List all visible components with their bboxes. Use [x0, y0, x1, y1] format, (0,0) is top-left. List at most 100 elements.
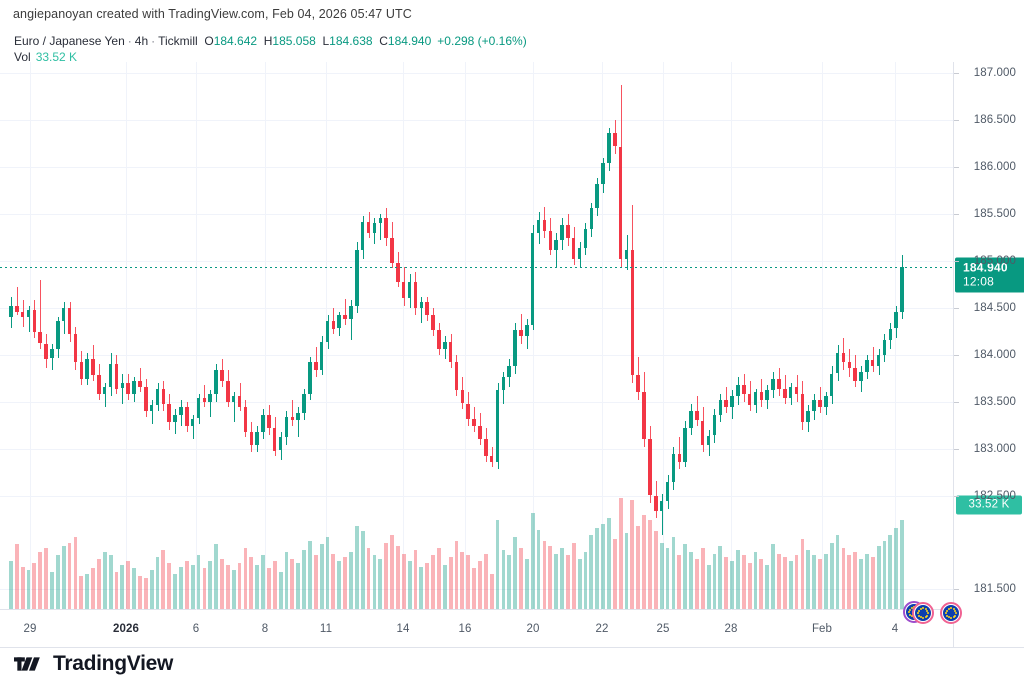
volume-bar	[835, 535, 840, 609]
volume-bar	[894, 527, 899, 609]
vertical-gridline	[126, 62, 127, 610]
candle-body	[167, 403, 171, 423]
candle-body	[853, 367, 857, 381]
eu-flag-star	[924, 607, 927, 610]
volume-bar	[190, 564, 195, 609]
candle-body	[824, 396, 828, 408]
candle-body	[571, 238, 576, 259]
volume-bar	[800, 538, 805, 609]
volume-bar	[618, 498, 623, 609]
price-axis-tick-mark	[954, 260, 959, 262]
candle-wick	[873, 347, 874, 372]
volume-bar	[513, 536, 518, 609]
price-axis-tick: 183.500	[973, 395, 1016, 408]
volume-bar	[870, 557, 875, 609]
candle-body	[542, 219, 547, 231]
legend-interval[interactable]: 4h	[134, 34, 149, 48]
price-axis-tick: 185.500	[973, 208, 1016, 220]
volume-bar	[425, 562, 430, 609]
volume-bar	[771, 544, 776, 609]
candle-body	[343, 315, 347, 320]
candle-body	[126, 382, 130, 395]
candle-body	[237, 396, 242, 408]
volume-bar	[343, 557, 348, 609]
candle-wick	[298, 407, 299, 438]
candle-body	[38, 332, 42, 344]
legend-symbol[interactable]: Euro / Japanese Yen	[14, 34, 125, 48]
volume-bar	[20, 567, 25, 609]
eu-flag-star	[922, 607, 924, 609]
eu-flag-star	[926, 614, 929, 617]
volume-bar	[108, 555, 113, 609]
volume-bar	[876, 546, 881, 609]
legend-low-value: 184.638	[329, 34, 373, 48]
volume-bar	[308, 540, 312, 609]
volume-bar	[624, 533, 629, 609]
candle-wick	[662, 493, 663, 535]
volume-bar	[231, 570, 236, 609]
candle-wick	[210, 390, 211, 417]
candle-wick	[380, 214, 381, 241]
volume-series	[0, 62, 953, 609]
time-axis-tick: 6	[192, 623, 200, 635]
volume-bar	[296, 562, 301, 609]
time-axis[interactable]: 29 2026 6 8 11 14 16 20 22 25 28 Feb 4	[0, 610, 953, 648]
candle-body	[648, 439, 652, 496]
eu-flag-star	[952, 607, 955, 610]
volume-bar	[173, 573, 178, 609]
vertical-gridline	[465, 62, 466, 610]
legend-exchange: Tickmill	[158, 34, 198, 48]
horizontal-gridline	[0, 354, 953, 356]
candle-body	[835, 352, 840, 374]
candle-body	[413, 281, 418, 308]
legend-ohlc-row: Euro / Japanese Yen · 4h · Tickmill O184.642…	[14, 33, 527, 49]
vertical-gridline	[731, 62, 732, 610]
candle-body	[419, 302, 424, 308]
volume-bar	[372, 555, 377, 609]
candle-body	[179, 407, 183, 415]
candle-body	[9, 306, 13, 318]
candle-body	[378, 217, 383, 224]
legend-high-value: 185.058	[272, 34, 316, 48]
candle-body	[284, 416, 289, 438]
volume-bar	[571, 542, 576, 609]
candle-body	[577, 247, 582, 260]
candle-body	[642, 392, 646, 440]
eu-flag-icon	[915, 605, 931, 621]
candle-body	[255, 431, 259, 445]
chart-plot-area[interactable]	[0, 62, 953, 610]
volume-bar	[44, 548, 49, 609]
volume-bar	[419, 566, 424, 609]
candle-body	[296, 412, 300, 421]
eu-flag-star	[947, 607, 950, 610]
candle-body	[613, 133, 617, 147]
eu-economic-event-marker[interactable]	[912, 602, 934, 624]
volume-bar	[38, 551, 43, 609]
candle-body	[859, 371, 863, 382]
candle-body	[44, 343, 48, 359]
candle-body	[331, 321, 336, 329]
volume-bar	[366, 548, 371, 609]
time-axis-tick: Feb	[811, 623, 833, 635]
tradingview-logo: TradingView	[14, 653, 173, 674]
candle-body	[665, 482, 670, 502]
vertical-gridline	[602, 62, 603, 610]
price-axis[interactable]: 184.940 12:08 33.52 K 187.000 186.500 186.…	[953, 62, 1024, 610]
volume-bar	[378, 559, 383, 609]
volume-bar	[149, 570, 154, 609]
legend-volume-label[interactable]: Vol	[14, 50, 31, 64]
volume-bar	[284, 551, 289, 609]
eu-economic-event-marker[interactable]	[940, 602, 962, 624]
tradingview-wordmark: TradingView	[53, 652, 174, 675]
candle-body	[777, 379, 781, 389]
horizontal-gridline	[0, 589, 953, 591]
volume-bar	[67, 542, 72, 609]
vertical-gridline	[30, 62, 31, 610]
candle-body	[689, 411, 693, 428]
legend-volume-value: 33.52 K	[35, 50, 78, 64]
volume-bar	[179, 566, 183, 609]
price-axis-tick: 186.000	[973, 161, 1016, 174]
candle-body	[865, 360, 869, 372]
eu-flag-star	[926, 609, 929, 612]
volume-bar	[237, 562, 242, 609]
